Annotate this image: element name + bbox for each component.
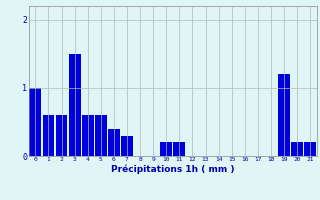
- Bar: [29, 88, 41, 156]
- Bar: [278, 74, 290, 156]
- Bar: [43, 115, 54, 156]
- Bar: [95, 115, 107, 156]
- Bar: [108, 129, 120, 156]
- Bar: [121, 136, 133, 156]
- Bar: [173, 142, 185, 156]
- Bar: [291, 142, 303, 156]
- Bar: [304, 142, 316, 156]
- Bar: [56, 115, 68, 156]
- Bar: [82, 115, 93, 156]
- Bar: [160, 142, 172, 156]
- Bar: [69, 54, 81, 156]
- X-axis label: Précipitations 1h ( mm ): Précipitations 1h ( mm ): [111, 164, 235, 174]
